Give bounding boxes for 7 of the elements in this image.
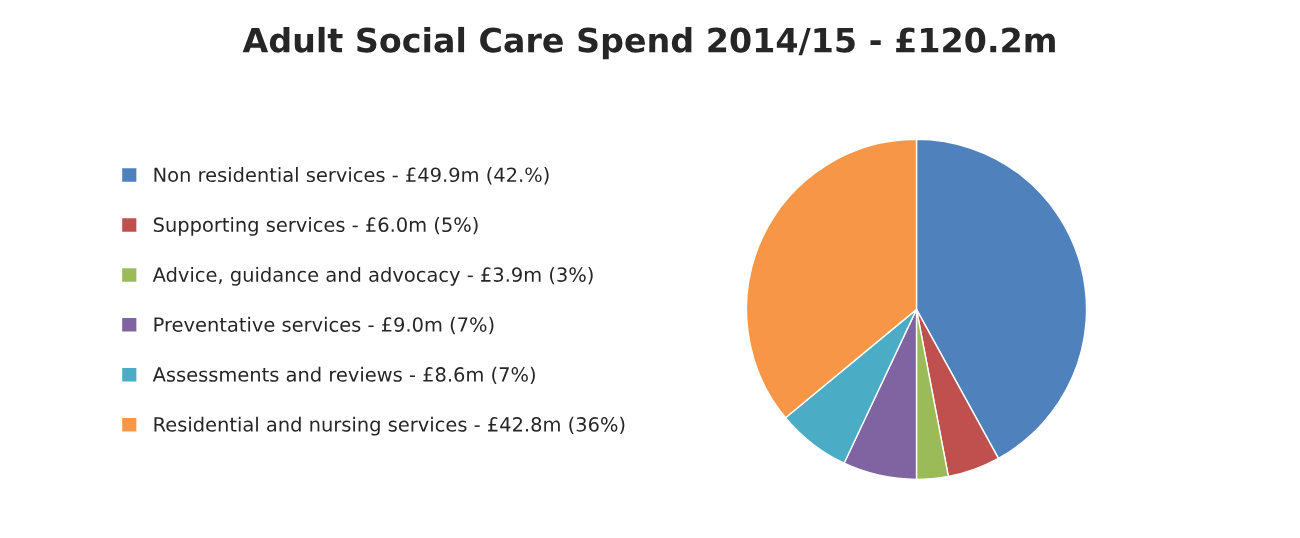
legend-label: Preventative services - £9.0m (7%) xyxy=(154,316,494,335)
chart-title: Adult Social Care Spend 2014/15 - £120.2m xyxy=(242,26,1055,60)
legend-label: Assessments and reviews - £8.6m (7%) xyxy=(152,366,535,385)
legend-label: Non residential services - £49.9m (42.%) xyxy=(154,167,549,185)
legend-label: Supporting services - £6.0m (5%) xyxy=(153,216,478,236)
legend-label: Advice, guidance and advocacy - £3.9m (3%) xyxy=(152,266,593,286)
legend-label: Residential and nursing services - £42.8m (36%) xyxy=(154,416,625,436)
